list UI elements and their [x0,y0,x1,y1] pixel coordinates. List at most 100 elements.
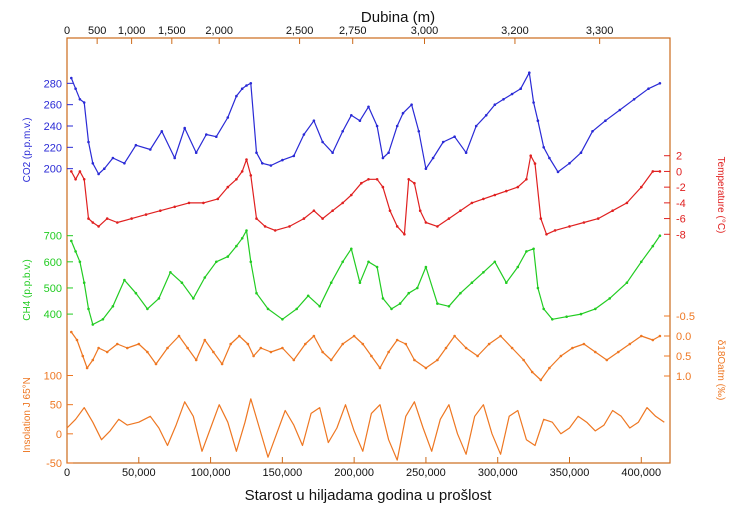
y-tick-label-temperature: -6 [676,214,686,226]
data-point-ch4 [329,281,333,285]
data-point-ch4 [101,318,105,321]
data-point-d18o [453,334,456,338]
data-point-co2 [312,119,316,122]
y-tick-label-temperature: -8 [676,229,686,241]
data-point-d18o [413,358,416,362]
top-tick-label: 2,000 [205,25,233,37]
data-point-co2 [255,151,258,154]
data-point-d18o [341,342,345,346]
data-point-co2 [441,140,445,144]
data-point-co2 [579,151,583,154]
data-point-d18o [424,366,428,370]
data-point-ch4 [625,281,629,285]
data-point-co2 [70,76,73,80]
data-point-co2 [519,87,522,90]
data-point-co2 [245,84,248,87]
data-point-ch4 [424,265,428,269]
data-point-co2 [658,82,662,85]
data-point-d18o [269,350,273,354]
series-labels-layer: CO2 (p.p.m.v.) Temperature (°C) CH4 (p.p.b… [22,118,726,453]
bottom-tick-label: 300,000 [478,467,518,479]
data-point-co2 [528,71,531,74]
top-axis-ticks: 0 500 1,000 1,500 2,000 2,500 2,750 3,000 3,200 3… [64,25,613,44]
data-point-d18o [499,334,502,338]
y-tick-label-insolation: -50 [46,458,62,470]
data-point-ch4 [295,307,299,311]
data-point-temperature [302,217,306,220]
top-tick-label: 1,500 [158,25,186,37]
data-point-d18o [605,358,609,362]
data-point-d18o [146,350,149,354]
data-point-temperature [582,221,586,224]
data-point-temperature [187,201,191,205]
data-point-co2 [556,170,560,174]
data-point-ch4 [70,239,73,243]
data-point-temperature [255,217,258,220]
data-point-temperature [91,221,95,224]
y-tick-label-co2: 200 [44,164,62,176]
data-point-co2 [424,167,428,170]
data-point-co2 [292,154,296,158]
data-point-co2 [536,119,540,122]
data-point-co2 [302,133,306,136]
data-point-co2 [453,135,456,138]
data-point-temperature [350,193,353,197]
data-point-temperature [97,225,100,228]
data-point-temperature [240,170,244,173]
data-point-d18o [387,350,390,354]
data-point-ch4 [123,278,126,282]
data-point-d18o [444,346,448,350]
data-point-co2 [381,156,385,160]
data-point-d18o [548,366,551,370]
data-point-ch4 [157,297,161,300]
data-point-ch4 [579,312,583,316]
data-point-ch4 [608,297,611,300]
data-point-ch4 [240,237,244,240]
data-point-co2 [395,124,399,128]
data-point-co2 [235,94,238,98]
data-point-d18o [436,358,439,362]
y-tick-label-insolation: 0 [56,429,62,441]
data-point-d18o [539,378,543,382]
series-line-d18o [70,331,661,381]
data-point-co2 [173,156,176,160]
data-point-d18o [177,334,181,338]
data-point-co2 [410,103,413,106]
data-point-co2 [341,130,345,133]
data-point-d18o [220,362,224,366]
data-point-d18o [522,358,525,362]
data-point-ch4 [651,244,655,248]
data-point-d18o [292,358,296,362]
data-point-temperature [418,209,422,212]
data-point-temperature [407,178,411,181]
data-point-d18o [81,354,85,358]
data-point-d18o [329,358,333,362]
data-point-ch4 [350,247,353,251]
series-line-insolation [66,398,665,461]
data-point-d18o [640,334,643,338]
y-tick-label-d18o: 0.0 [676,331,691,343]
series-line-co2 [70,72,661,175]
data-point-co2 [78,98,82,101]
data-point-ch4 [146,307,149,311]
y-tick-label-d18o: 1.0 [676,371,691,383]
data-point-ch4 [306,294,310,298]
data-point-temperature [625,201,629,205]
data-point-co2 [321,140,324,144]
data-point-d18o [594,350,597,354]
series-label-ch4: CH4 (p.p.b.v.) [22,259,33,321]
top-tick-label: 3,200 [501,25,529,37]
data-point-co2 [542,146,545,149]
data-point-temperature [312,209,316,212]
data-point-ch4 [91,323,95,326]
data-point-co2 [261,162,264,165]
data-point-temperature [533,162,537,165]
data-point-d18o [395,338,399,342]
data-point-co2 [123,162,126,165]
data-point-temperature [459,209,462,212]
data-point-d18o [476,354,479,358]
y-tick-label-co2: 220 [44,142,62,154]
data-point-ch4 [203,276,207,279]
data-point-d18o [370,354,373,358]
data-point-co2 [493,103,497,106]
